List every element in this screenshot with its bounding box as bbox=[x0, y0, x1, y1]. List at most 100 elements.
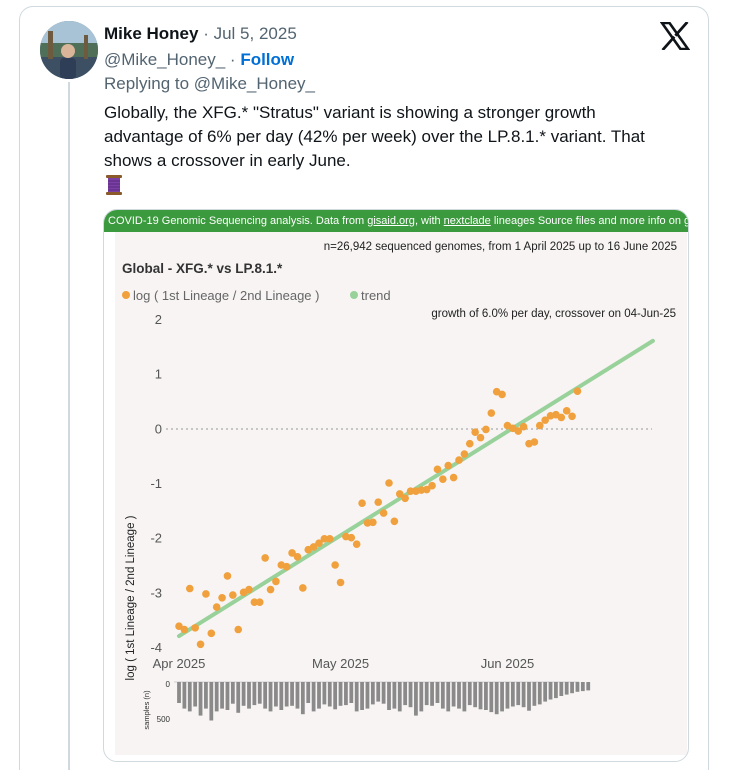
samples-tick-0: 0 bbox=[166, 680, 171, 689]
data-point[interactable] bbox=[347, 533, 356, 542]
samples-bar bbox=[247, 682, 251, 709]
data-point[interactable] bbox=[320, 534, 329, 543]
data-point[interactable] bbox=[439, 475, 447, 483]
data-point[interactable] bbox=[498, 390, 506, 399]
data-point[interactable] bbox=[191, 624, 199, 632]
data-point[interactable] bbox=[234, 625, 243, 634]
data-point[interactable] bbox=[535, 421, 544, 430]
samples-bar bbox=[392, 682, 397, 709]
data-point[interactable] bbox=[487, 409, 496, 417]
author-name[interactable]: Mike Honey bbox=[104, 24, 199, 43]
points-layer bbox=[175, 387, 582, 649]
samples-bar bbox=[306, 682, 311, 703]
data-point[interactable] bbox=[422, 485, 431, 494]
data-point[interactable] bbox=[428, 481, 436, 490]
data-point[interactable] bbox=[358, 499, 366, 508]
data-point[interactable] bbox=[395, 490, 404, 498]
data-point[interactable] bbox=[519, 422, 528, 431]
handle-row: @Mike_Honey_ · Follow bbox=[104, 48, 294, 72]
tweet-text: Globally, the XFG.* "Stratus" variant is… bbox=[104, 103, 645, 170]
data-point[interactable] bbox=[261, 554, 269, 562]
data-point[interactable] bbox=[401, 494, 409, 503]
data-point[interactable] bbox=[374, 498, 383, 506]
data-point[interactable] bbox=[255, 598, 264, 606]
samples-bar bbox=[564, 682, 569, 695]
data-point[interactable] bbox=[202, 590, 210, 598]
legend-label-trend: trend bbox=[361, 288, 391, 303]
reply-handle[interactable]: @Mike_Honey_ bbox=[193, 74, 315, 93]
data-point[interactable] bbox=[541, 416, 549, 424]
samples-bar bbox=[300, 682, 305, 715]
data-point[interactable] bbox=[433, 465, 442, 474]
samples-bar bbox=[527, 682, 531, 711]
data-point[interactable] bbox=[557, 413, 566, 422]
samples-bar bbox=[268, 682, 273, 712]
data-point[interactable] bbox=[293, 553, 302, 561]
data-point[interactable] bbox=[369, 518, 377, 527]
data-point[interactable] bbox=[352, 540, 361, 549]
data-point[interactable] bbox=[299, 584, 307, 592]
x-logo-icon[interactable] bbox=[659, 21, 691, 51]
data-point[interactable] bbox=[568, 412, 576, 421]
tweet-date[interactable]: Jul 5, 2025 bbox=[213, 24, 297, 43]
samples-bar bbox=[446, 682, 451, 712]
data-point[interactable] bbox=[331, 561, 339, 569]
data-point[interactable] bbox=[229, 591, 237, 599]
data-point[interactable] bbox=[315, 539, 323, 547]
samples-bar bbox=[263, 682, 268, 709]
y-tick-label: 1 bbox=[155, 367, 162, 382]
data-point[interactable] bbox=[455, 456, 463, 464]
avatar[interactable] bbox=[40, 21, 98, 79]
data-point[interactable] bbox=[514, 427, 523, 435]
chart-title: Global - XFG.* vs LP.8.1.* bbox=[122, 261, 283, 276]
author-handle[interactable]: @Mike_Honey_ bbox=[104, 50, 226, 69]
data-point[interactable] bbox=[266, 585, 275, 594]
data-point[interactable] bbox=[288, 549, 296, 557]
data-point[interactable] bbox=[460, 450, 469, 458]
samples-bar bbox=[204, 682, 208, 709]
data-point[interactable] bbox=[390, 517, 399, 526]
data-point[interactable] bbox=[471, 428, 479, 436]
samples-bar bbox=[516, 682, 521, 706]
data-point[interactable] bbox=[444, 461, 453, 470]
samples-bar bbox=[349, 682, 354, 703]
samples-bar bbox=[376, 682, 381, 702]
data-point[interactable] bbox=[309, 543, 318, 551]
header-separator: · bbox=[198, 24, 214, 43]
chart-image[interactable]: COVID-19 Genomic Sequencing analysis. Da… bbox=[103, 209, 689, 762]
samples-bar bbox=[290, 682, 294, 706]
data-point[interactable] bbox=[336, 578, 345, 587]
data-point[interactable] bbox=[385, 479, 393, 487]
data-point[interactable] bbox=[196, 640, 205, 649]
data-point[interactable] bbox=[282, 562, 291, 571]
data-point[interactable] bbox=[272, 577, 280, 586]
data-point[interactable] bbox=[476, 433, 485, 442]
data-point[interactable] bbox=[223, 572, 232, 580]
data-point[interactable] bbox=[245, 585, 253, 594]
samples-bar bbox=[403, 682, 408, 706]
data-point[interactable] bbox=[207, 629, 216, 638]
samples-bar bbox=[462, 682, 467, 712]
follow-button[interactable]: Follow bbox=[240, 50, 295, 69]
samples-bar bbox=[435, 682, 440, 703]
y-tick-label: 2 bbox=[155, 312, 162, 327]
data-point[interactable] bbox=[180, 625, 189, 634]
x-tick-label: Apr 2025 bbox=[153, 656, 206, 671]
data-point[interactable] bbox=[562, 407, 571, 415]
data-point[interactable] bbox=[218, 594, 226, 602]
data-point[interactable] bbox=[573, 387, 582, 395]
data-point[interactable] bbox=[212, 603, 221, 611]
data-point[interactable] bbox=[250, 598, 259, 606]
data-point[interactable] bbox=[185, 584, 194, 593]
data-point[interactable] bbox=[449, 473, 458, 482]
samples-bar bbox=[537, 682, 542, 705]
data-point[interactable] bbox=[530, 438, 539, 446]
samples-bar bbox=[505, 682, 510, 709]
samples-bar bbox=[225, 682, 230, 710]
data-point[interactable] bbox=[482, 425, 490, 434]
samples-bar bbox=[252, 682, 257, 706]
data-point[interactable] bbox=[406, 487, 415, 496]
data-point[interactable] bbox=[325, 534, 334, 543]
data-point[interactable] bbox=[379, 509, 388, 517]
data-point[interactable] bbox=[465, 439, 474, 448]
